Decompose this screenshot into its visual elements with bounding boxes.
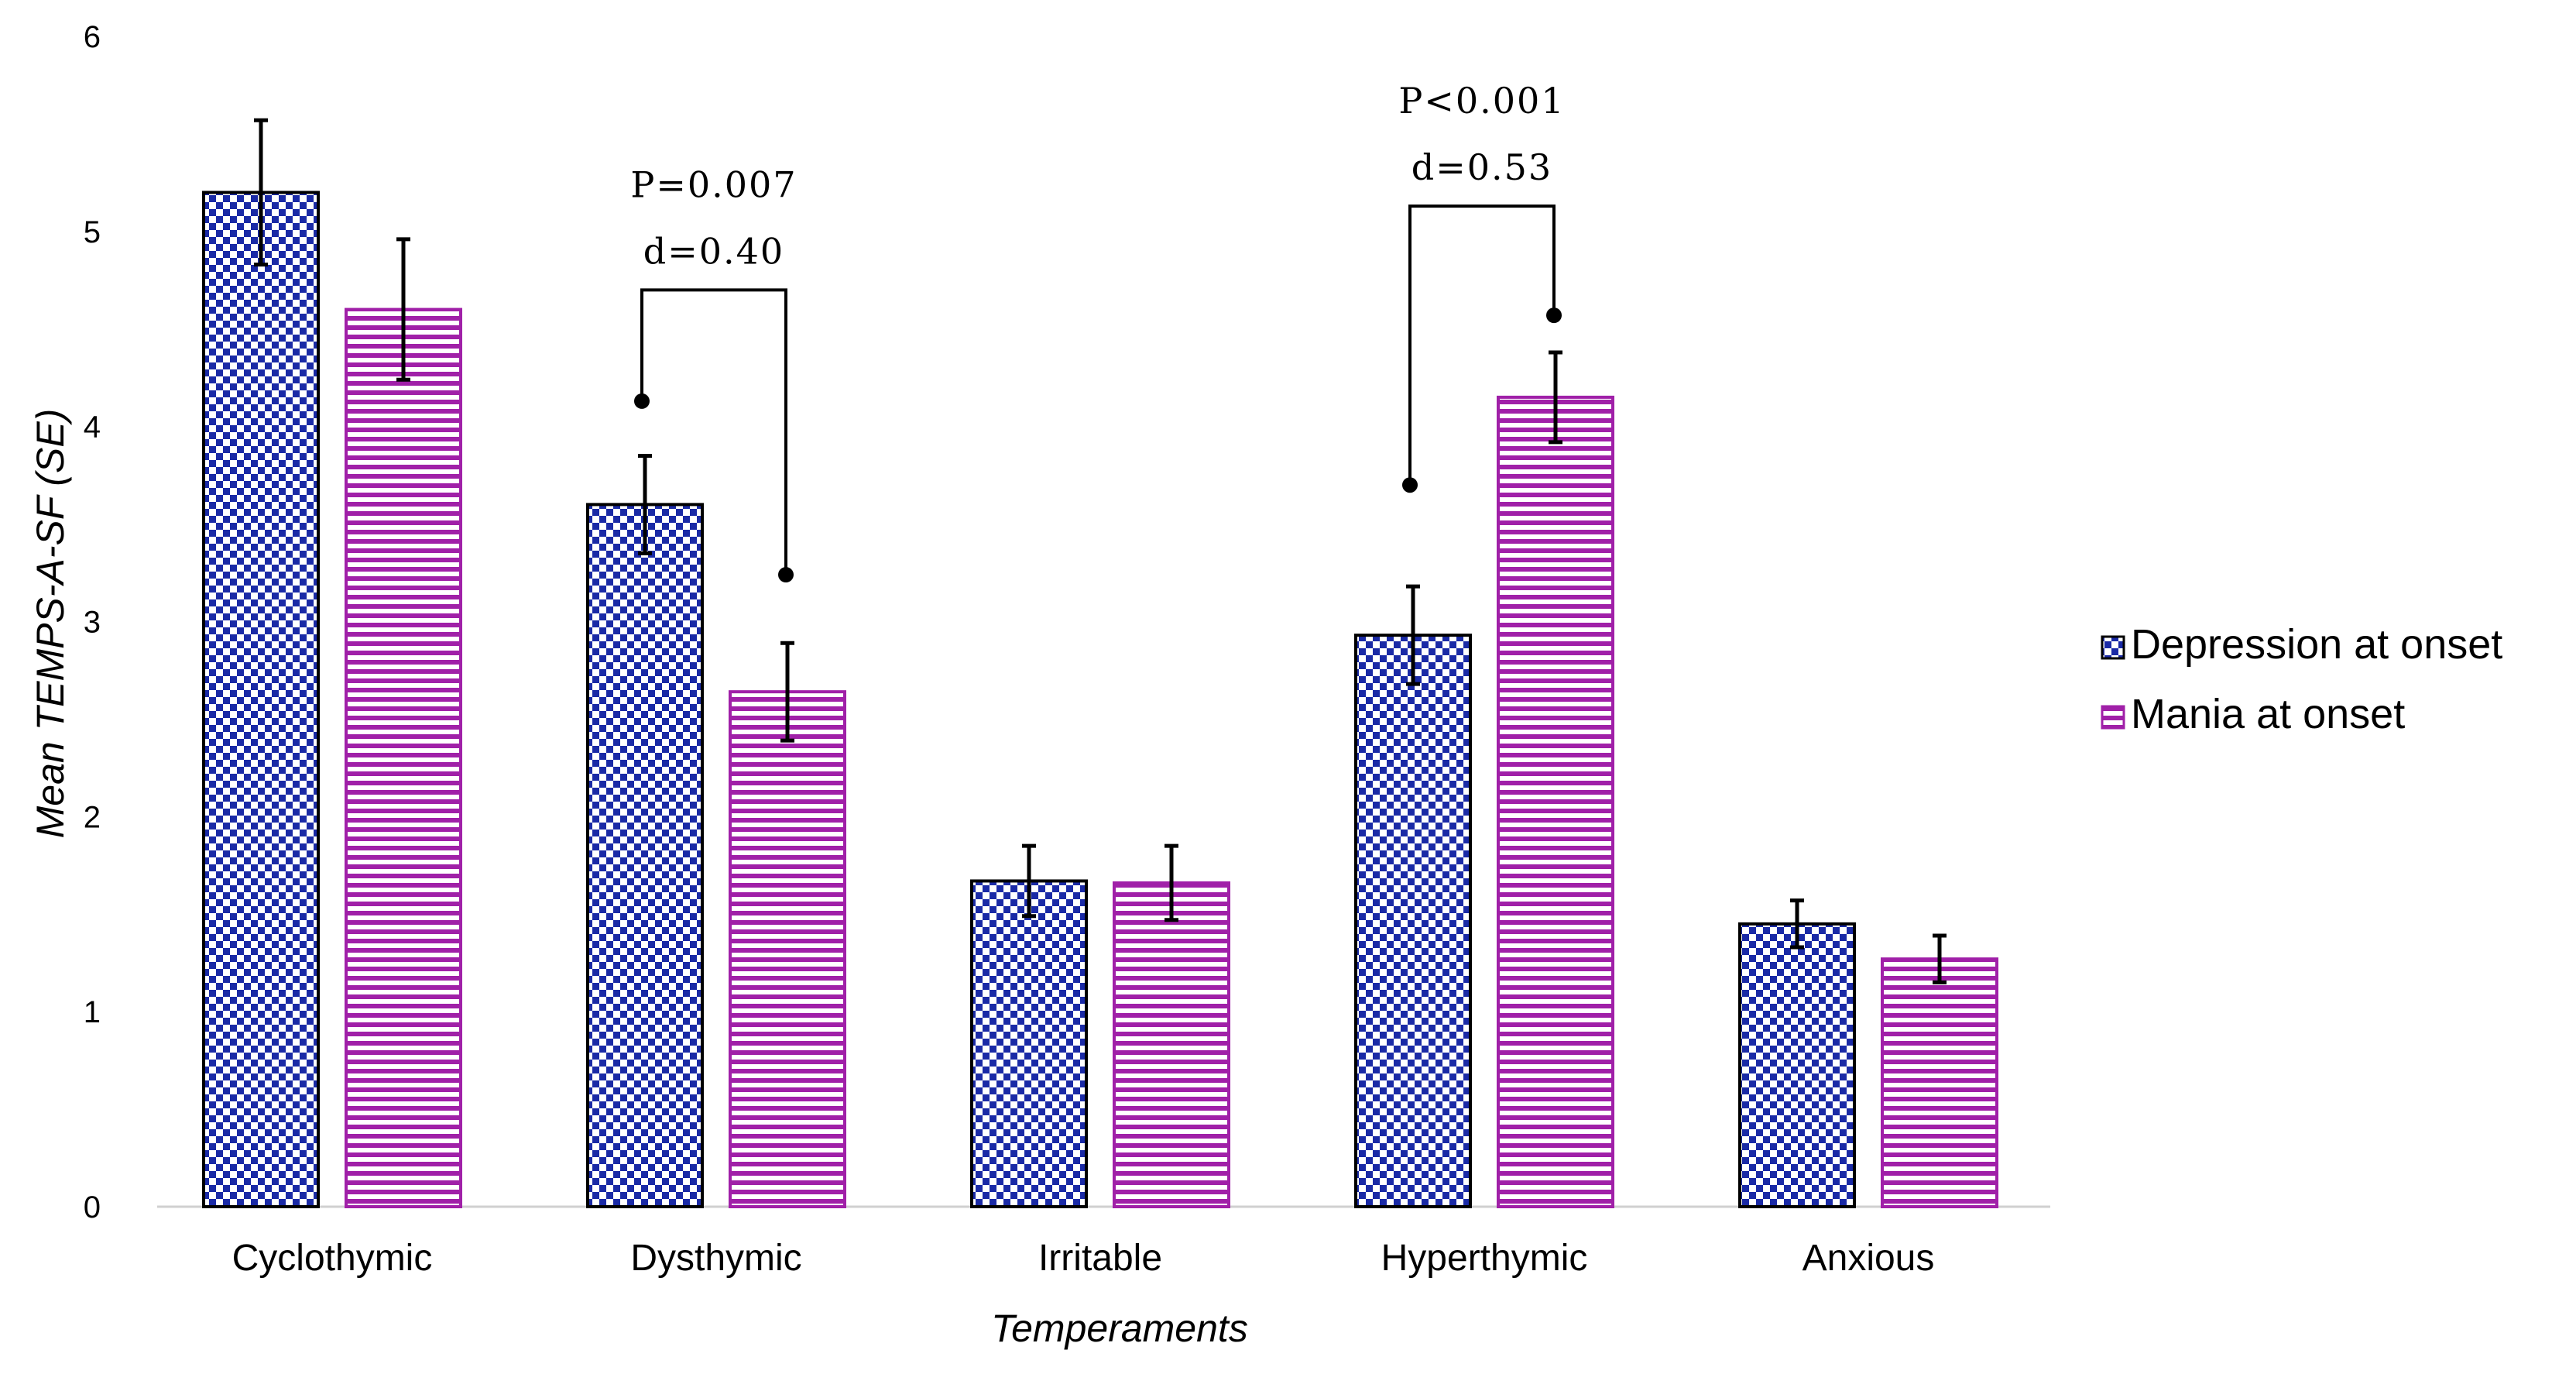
y-tick-label: 2 — [84, 800, 101, 834]
x-tick-label-irritable: Irritable — [1038, 1238, 1162, 1279]
error-bar-depression-at-onset-cyclothymic — [254, 118, 268, 267]
y-tick-label: 4 — [84, 410, 101, 445]
bracket-dot — [1546, 307, 1562, 324]
error-bar-mania-at-onset-irritable — [1165, 843, 1178, 922]
bar-depression-at-onset-dysthymic — [586, 503, 704, 1208]
error-bar-depression-at-onset-hyperthymic — [1406, 584, 1420, 686]
error-bar-mania-at-onset-anxious — [1933, 933, 1947, 984]
bar-mania-at-onset-cyclothymic — [345, 307, 462, 1209]
legend-swatch-depression-at-onset — [2101, 635, 2125, 660]
error-bar-depression-at-onset-anxious — [1790, 898, 1804, 950]
x-tick-label-cyclothymic: Cyclothymic — [232, 1238, 433, 1279]
error-bar-mania-at-onset-hyperthymic — [1549, 350, 1562, 445]
error-bar-mania-at-onset-dysthymic — [780, 641, 794, 743]
y-tick-label: 1 — [84, 995, 101, 1029]
bar-depression-at-onset-irritable — [970, 879, 1088, 1209]
legend: Depression at onset Mania at onset — [2101, 621, 2502, 737]
p-value-label: P<0.001 — [1398, 80, 1565, 122]
y-tick-label: 5 — [84, 215, 101, 249]
y-axis-title: Mean TEMPS-A-SF (SE) — [29, 409, 72, 839]
y-axis-ticks: 0 1 2 3 4 5 6 — [84, 20, 101, 1225]
x-tick-label-dysthymic: Dysthymic — [630, 1238, 801, 1279]
error-bar-mania-at-onset-cyclothymic — [396, 237, 410, 382]
significance-bracket-dysthymic: P=0.007 d=0.40 — [630, 163, 797, 583]
bar-mania-at-onset-hyperthymic — [1497, 395, 1614, 1208]
x-tick-label-hyperthymic: Hyperthymic — [1381, 1238, 1588, 1279]
significance-annotations: P=0.007 d=0.40 P<0.001 d=0.53 — [630, 80, 1565, 583]
effect-size-label: d=0.40 — [643, 230, 784, 272]
x-tick-label-anxious: Anxious — [1803, 1238, 1935, 1279]
bar-depression-at-onset-anxious — [1738, 922, 1856, 1208]
bars — [202, 191, 1998, 1209]
bar-depression-at-onset-cyclothymic — [202, 191, 320, 1208]
error-bar-depression-at-onset-irritable — [1022, 843, 1036, 919]
bar-mania-at-onset-anxious — [1881, 957, 1998, 1208]
error-bar-depression-at-onset-dysthymic — [638, 453, 652, 555]
bar-mania-at-onset-dysthymic — [729, 690, 846, 1208]
y-tick-label: 0 — [84, 1190, 101, 1225]
x-axis-title: Temperaments — [991, 1307, 1248, 1350]
x-axis-categories: Cyclothymic Dysthymic Irritable Hyperthymic… — [232, 1238, 1935, 1279]
significance-bracket-hyperthymic: P<0.001 d=0.53 — [1398, 80, 1565, 493]
bracket-dot — [634, 393, 650, 409]
bracket-dot — [1402, 477, 1418, 493]
error-bars — [254, 118, 1947, 984]
effect-size-label: d=0.53 — [1411, 146, 1552, 188]
bracket-dot — [778, 567, 794, 583]
p-value-label: P=0.007 — [630, 163, 797, 205]
y-tick-label: 3 — [84, 606, 101, 640]
bar-depression-at-onset-hyperthymic — [1354, 634, 1472, 1208]
bar-mania-at-onset-irritable — [1113, 881, 1230, 1208]
legend-label-depression-at-onset: Depression at onset — [2131, 621, 2502, 668]
legend-label-mania-at-onset: Mania at onset — [2131, 691, 2405, 737]
legend-swatch-mania-at-onset — [2101, 705, 2125, 730]
y-tick-label: 6 — [84, 20, 101, 54]
